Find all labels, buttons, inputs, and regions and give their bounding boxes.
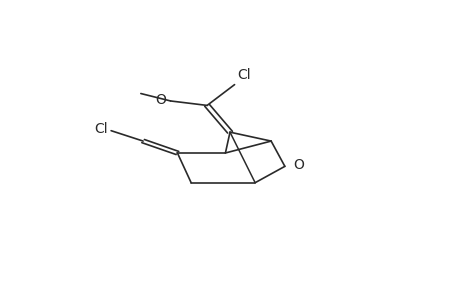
Text: Cl: Cl <box>94 122 107 136</box>
Text: O: O <box>292 158 303 172</box>
Text: O: O <box>155 93 166 107</box>
Text: Cl: Cl <box>236 68 250 82</box>
